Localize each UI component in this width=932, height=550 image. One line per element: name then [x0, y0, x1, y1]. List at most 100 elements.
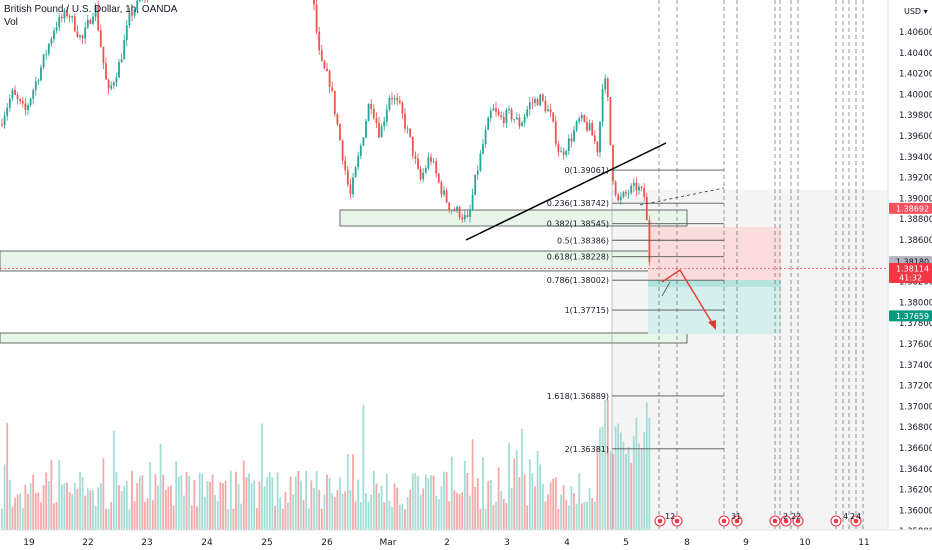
volume-bar-103 [268, 472, 271, 530]
candle-body-21 [55, 27, 58, 31]
volume-bar-159 [414, 473, 417, 530]
volume-bar-173 [450, 456, 453, 530]
time-axis[interactable]: 19 22 23 24 25 26 Mar 2 3 4 5 8 9 10 11 [0, 529, 932, 550]
price-tag-0[interactable]: 1.38692 [896, 204, 929, 213]
candle-body-183 [638, 186, 640, 191]
candle-body-114 [458, 206, 461, 218]
forecast-arrow[interactable] [661, 269, 715, 327]
candle-body-28 [73, 16, 76, 32]
candle-body-62 [323, 60, 326, 69]
candle-body-168 [599, 122, 601, 153]
candle-body-120 [474, 174, 477, 195]
time-label-7: 2 [444, 538, 450, 548]
candle-body-177 [622, 192, 625, 197]
volume-bar-215 [560, 494, 562, 530]
volume-bar-22 [58, 459, 61, 530]
volume-bar-207 [539, 464, 542, 530]
volume-bar-134 [349, 490, 352, 530]
price-axis[interactable]: 1.40600 1.40400 1.40200 1.40000 1.39800 1.396… [887, 0, 932, 550]
volume-bar-214 [557, 508, 560, 530]
candle-body-92 [401, 102, 404, 114]
support-zone-2[interactable] [0, 250, 724, 272]
candle-body-86 [385, 109, 388, 122]
drawings-layer[interactable]: 0(1.39061) 0.236(1.38742) 0.382(1.38545) 0.… [0, 142, 888, 530]
price-tick-17: 1.37200 [899, 382, 932, 392]
currency-selector[interactable]: USD ▾ [904, 7, 928, 16]
volume-bar-178 [463, 460, 466, 530]
volume-bar-165 [430, 474, 432, 530]
volume-bar-148 [385, 473, 388, 530]
candle-body-128 [495, 108, 497, 112]
candle-body-150 [552, 112, 555, 122]
volume-bar-47 [123, 486, 126, 530]
candle-body-51 [133, 10, 136, 16]
volume-bar-56 [146, 498, 149, 530]
volume-bar-181 [471, 439, 474, 530]
volume-bar-133 [346, 454, 349, 530]
volume-bar-117 [305, 470, 308, 530]
volume-bar-180 [469, 495, 471, 530]
candle-body-93 [404, 113, 406, 129]
candle-body-111 [450, 210, 453, 211]
volume-bar-112 [292, 494, 295, 530]
volume-bar-249 [648, 417, 651, 530]
candle-body-158 [573, 130, 575, 142]
trendline[interactable] [465, 142, 667, 241]
price-tag-1[interactable]: 1.38180 [896, 258, 929, 267]
volume-bar-164 [427, 478, 430, 530]
price-tag-2[interactable]: 1.38114 [896, 265, 929, 274]
candle-body-53 [138, 0, 141, 1]
event-marker-count-2: 2 [783, 512, 788, 521]
candle-body-66 [333, 90, 336, 115]
volume-bar-85 [222, 483, 224, 530]
volume-bar-63 [164, 489, 167, 530]
symbol-title: British Pound / U.S. Dollar, 1h, OANDA [4, 4, 178, 15]
volume-bar-110 [287, 502, 289, 530]
candle-body-89 [393, 98, 396, 100]
candle-body-185 [643, 187, 646, 197]
time-label-4: 25 [261, 538, 272, 548]
volume-bar-139 [362, 405, 365, 530]
candle-body-59 [315, 4, 318, 32]
candle-body-40 [105, 63, 107, 80]
volume-bar-29 [76, 488, 79, 530]
candle-body-3 [8, 98, 11, 108]
volume-bar-18 [47, 481, 50, 530]
candle-body-83 [378, 122, 380, 138]
price-tick-22: 1.36200 [899, 486, 932, 496]
price-tag-3[interactable]: 1.37659 [896, 312, 929, 321]
volume-bar-217 [565, 500, 568, 530]
candle-body-115 [461, 217, 464, 220]
volume-bar-171 [445, 471, 448, 530]
candle-body-113 [456, 206, 458, 212]
candle-body-117 [466, 215, 469, 217]
candle-body-98 [417, 158, 419, 169]
volume-bar-24 [63, 483, 66, 530]
volume-bar-204 [531, 473, 534, 530]
volume-bar-237 [617, 423, 620, 530]
volume-bar-188 [489, 479, 492, 530]
event-marker-dot-5 [783, 518, 789, 524]
candle-body-107 [440, 182, 443, 195]
volume-bar-46 [120, 491, 123, 530]
volume-bar-55 [144, 501, 146, 530]
volume-bar-119 [310, 480, 313, 530]
volume-bar-248 [645, 402, 648, 530]
candle-body-131 [502, 116, 505, 124]
support-zone-3[interactable] [0, 332, 688, 344]
volume-bar-50 [131, 470, 133, 530]
event-marker-count-0: 12 [665, 512, 675, 521]
price-tick-21: 1.36400 [899, 465, 932, 475]
support-zone-1[interactable] [339, 209, 688, 227]
event-marker-dot-6 [795, 518, 801, 524]
volume-bar-197 [513, 458, 516, 530]
candle-body-152 [557, 143, 560, 152]
candle-body-121 [476, 170, 479, 175]
volume-bar-15 [40, 502, 42, 530]
price-tick-0: 1.40600 [899, 28, 932, 38]
stop-loss-zone[interactable] [648, 227, 781, 281]
volume-bar-76 [198, 472, 201, 530]
volume-bar-49 [128, 509, 131, 530]
volume-bar-21 [55, 501, 58, 530]
